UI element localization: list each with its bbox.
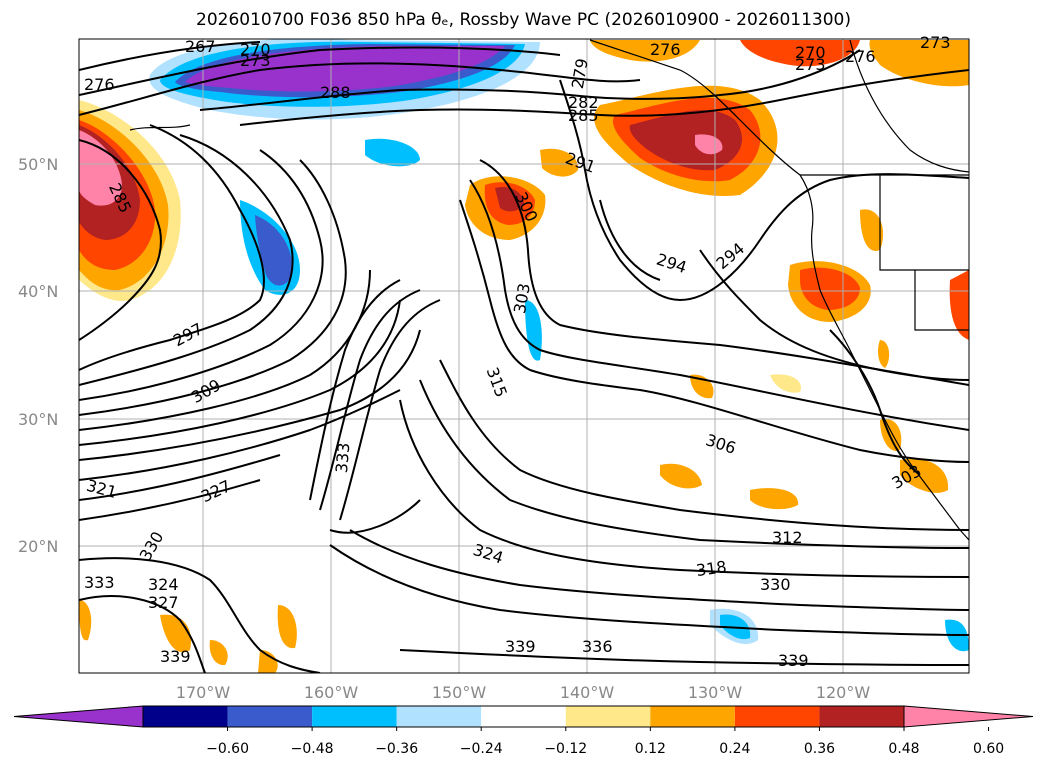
colorbar-box xyxy=(312,706,397,727)
lat-label-20n: 20°N xyxy=(18,537,58,556)
colorbar-tick-label: 0.24 xyxy=(719,741,750,757)
colorbar-frame xyxy=(142,705,905,728)
contour-label: 285 xyxy=(568,106,599,125)
shading-layer xyxy=(79,39,969,673)
contour-label: 333 xyxy=(332,442,354,474)
colorbar-tick-label: −0.48 xyxy=(291,741,334,757)
contour-label: 270 xyxy=(795,43,826,62)
contour-label: 282 xyxy=(568,93,599,112)
colorbar-box xyxy=(650,706,735,727)
contour-label: 339 xyxy=(505,637,536,656)
contour-label: 273 xyxy=(795,55,826,74)
colorbar: −0.60 −0.48 −0.36 −0.24 −0.12 0.12 0.24 0.36 0.4… xyxy=(13,705,1034,757)
lon-label-140w: 140°W xyxy=(560,683,615,702)
contour-label: 273 xyxy=(920,33,951,52)
colorbar-tick-label: 0.36 xyxy=(804,741,835,757)
contour-label: 333 xyxy=(84,573,115,592)
lon-label-170w: 170°W xyxy=(176,683,231,702)
colorbar-box xyxy=(565,706,651,727)
lat-label-30n: 30°N xyxy=(18,410,58,429)
contour-label: 339 xyxy=(160,647,191,666)
contour-label: 324 xyxy=(148,575,179,594)
colorbar-tick-label: 0.60 xyxy=(973,741,1004,757)
contour-label: 267 xyxy=(185,37,216,56)
contour-label: 327 xyxy=(148,593,179,612)
contour-label: 276 xyxy=(845,47,876,66)
longitude-labels: 170°W 160°W 150°W 140°W 130°W 120°W xyxy=(176,683,871,702)
lon-label-160w: 160°W xyxy=(304,683,359,702)
coastlines xyxy=(129,39,969,541)
lat-label-40n: 40°N xyxy=(18,282,58,301)
contour-label: 276 xyxy=(84,75,115,94)
map-frame xyxy=(78,38,970,674)
colorbar-tick-label: −0.24 xyxy=(460,741,503,757)
theta-e-contours xyxy=(79,41,969,673)
colorbar-tick-label: 0.12 xyxy=(635,741,666,757)
contour-label: 336 xyxy=(582,637,613,656)
colorbar-tick-label: −0.36 xyxy=(375,741,418,757)
colorbar-extend-high xyxy=(903,705,1034,728)
colorbar-box xyxy=(481,706,566,727)
contour-label: 276 xyxy=(650,40,681,59)
colorbar-box xyxy=(143,706,228,727)
contour-labels: 276 270 273 267 288 279 282 285 291 276 … xyxy=(84,33,951,670)
contour-label: 288 xyxy=(320,83,351,102)
lon-label-120w: 120°W xyxy=(816,683,871,702)
colorbar-tick-label: 0.48 xyxy=(888,741,919,757)
colorbar-box xyxy=(396,706,482,727)
lon-label-150w: 150°W xyxy=(432,683,487,702)
contour-label: 312 xyxy=(772,528,803,547)
colorbar-box xyxy=(734,706,820,727)
colorbar-box xyxy=(227,706,313,727)
latitude-labels: 50°N 40°N 30°N 20°N xyxy=(18,155,58,556)
colorbar-tick-label: −0.12 xyxy=(544,741,587,757)
colorbar-extend-low xyxy=(13,705,144,728)
contour-label: 330 xyxy=(760,575,791,594)
contour-label: 318 xyxy=(695,557,728,580)
contour-label: 273 xyxy=(240,51,271,70)
contour-label: 270 xyxy=(240,40,271,59)
colorbar-box xyxy=(819,706,904,727)
lon-label-130w: 130°W xyxy=(688,683,743,702)
map-title: 2026010700 F036 850 hPa θₑ, Rossby Wave … xyxy=(196,10,851,30)
contour-label: 339 xyxy=(778,651,809,670)
colorbar-tick-label: −0.60 xyxy=(206,741,249,757)
lat-label-50n: 50°N xyxy=(18,155,58,174)
